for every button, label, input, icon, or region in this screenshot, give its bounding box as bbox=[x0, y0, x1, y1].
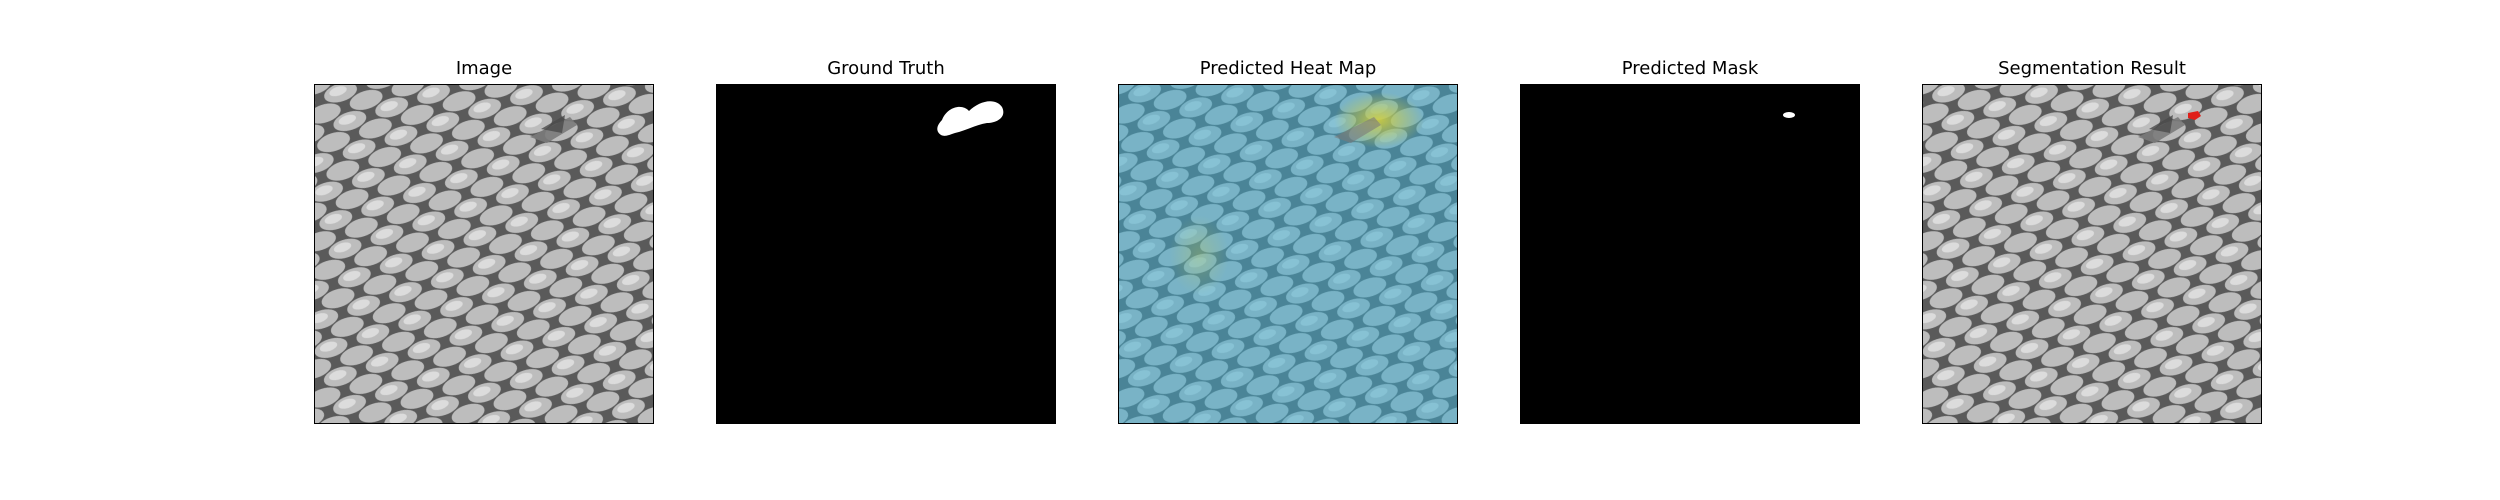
panel-title: Ground Truth bbox=[827, 58, 945, 79]
input-texture-image bbox=[314, 84, 654, 424]
panel-image: Image bbox=[314, 0, 654, 500]
panel-title: Predicted Heat Map bbox=[1199, 58, 1377, 79]
panel-heat-map: Predicted Heat Map bbox=[1118, 0, 1458, 500]
segmentation-result-image bbox=[1922, 84, 2262, 424]
panel-ground-truth: Ground Truth bbox=[716, 0, 1056, 500]
panel-segmentation-result: Segmentation Result bbox=[1922, 0, 2262, 500]
panel-title: Segmentation Result bbox=[1998, 58, 2186, 79]
heat-map-image bbox=[1118, 84, 1458, 424]
panel-title: Image bbox=[455, 58, 513, 79]
predicted-mask bbox=[1520, 84, 1860, 424]
panel-predicted-mask: Predicted Mask bbox=[1520, 0, 1860, 500]
ground-truth-mask bbox=[716, 84, 1056, 424]
panel-title: Predicted Mask bbox=[1621, 58, 1759, 79]
